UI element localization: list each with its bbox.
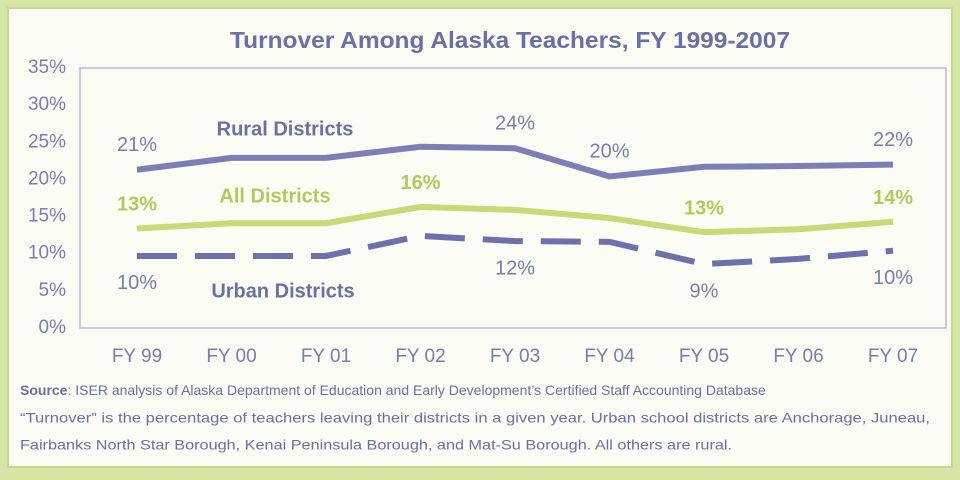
- source-label: Source: [20, 382, 68, 398]
- y-tick-label: 35%: [28, 57, 66, 78]
- series-line: [136, 203, 894, 236]
- x-tick-label: FY 07: [868, 346, 918, 367]
- chart-title: Turnover Among Alaska Teachers, FY 1999-…: [230, 27, 790, 53]
- x-tick-label: FY 03: [490, 346, 540, 367]
- panel: [7, 7, 953, 468]
- x-tick-label: FY 00: [206, 346, 256, 367]
- y-tick-label: 10%: [28, 243, 66, 264]
- source-text: : ISER analysis of Alaska Department of …: [67, 382, 766, 398]
- data-label: 14%: [873, 187, 913, 209]
- x-tick-label: FY 04: [584, 346, 635, 367]
- y-tick-label: 5%: [39, 280, 67, 301]
- data-label: 12%: [495, 257, 535, 279]
- series-line: [136, 143, 894, 180]
- y-tick-label: 20%: [28, 168, 66, 189]
- data-label: 10%: [873, 267, 913, 289]
- y-tick-label: 25%: [28, 131, 66, 152]
- data-label: 9%: [690, 280, 719, 302]
- data-label: 16%: [400, 172, 440, 194]
- y-tick-label: 30%: [28, 94, 66, 115]
- x-tick-label: FY 01: [301, 346, 351, 367]
- data-label: 20%: [589, 141, 629, 163]
- series-name: All Districts: [219, 185, 330, 207]
- source-line: Source: ISER analysis of Alaska Departme…: [20, 382, 766, 398]
- x-tick-label: FY 06: [773, 346, 823, 367]
- data-label: 24%: [495, 113, 535, 135]
- data-label: 21%: [117, 134, 157, 156]
- series-name: Urban Districts: [211, 280, 354, 302]
- plot-frame: [79, 67, 947, 329]
- data-label: 13%: [117, 194, 157, 216]
- x-tick-label: FY 99: [112, 346, 162, 367]
- note-line: Fairbanks North Star Borough, Kenai Peni…: [20, 437, 732, 453]
- series-name: Rural Districts: [217, 118, 354, 140]
- note-line: “Turnover” is the percentage of teachers…: [20, 410, 930, 426]
- y-tick-label: 0%: [39, 317, 67, 338]
- data-label: 22%: [873, 129, 913, 151]
- y-tick-label: 15%: [28, 206, 66, 227]
- x-tick-label: FY 05: [679, 346, 729, 367]
- series-line: [137, 232, 894, 268]
- data-label: 10%: [117, 272, 157, 294]
- x-tick-label: FY 02: [395, 346, 445, 367]
- data-label: 13%: [684, 197, 724, 219]
